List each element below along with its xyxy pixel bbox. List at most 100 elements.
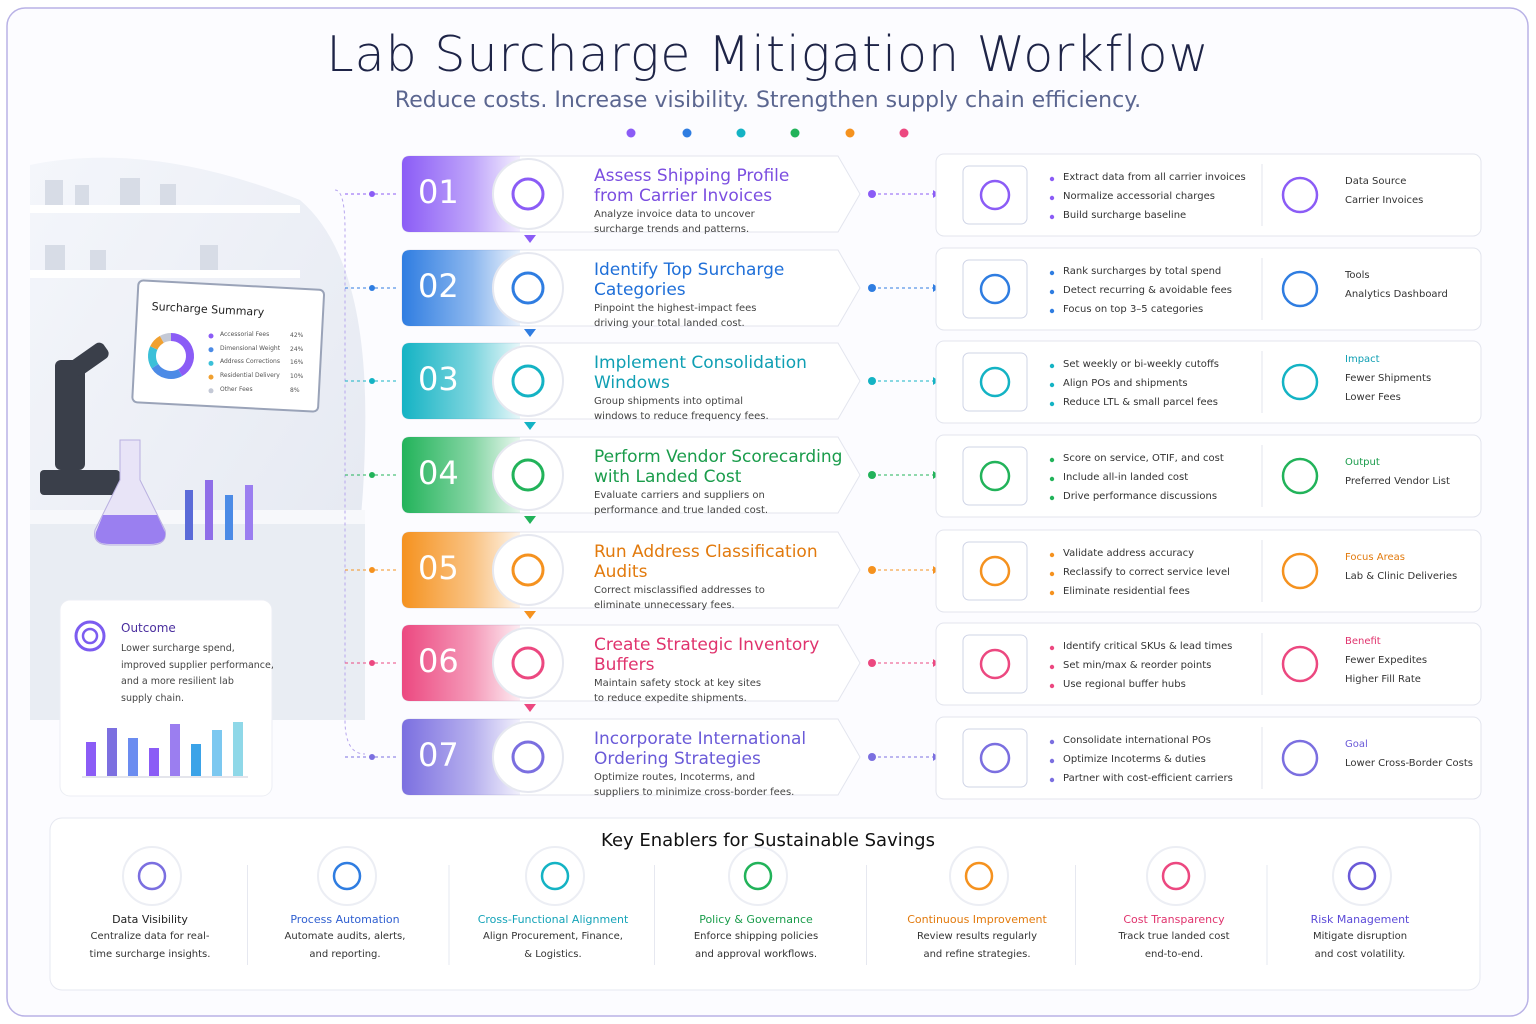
side-label: Benefit: [1345, 635, 1381, 647]
side-label: Focus Areas: [1345, 552, 1405, 563]
step-title: Create Strategic Inventory: [594, 635, 820, 655]
detail-card: [935, 622, 1482, 706]
bullet-text: Include all-in landed cost: [1063, 472, 1189, 483]
side-text: Higher Fill Rate: [1345, 673, 1421, 685]
detail-card: [935, 153, 1482, 237]
bullet-dot: [1049, 382, 1055, 388]
bullet-text: Drive performance discussions: [1063, 491, 1218, 502]
down-arrow: [524, 704, 536, 712]
bullet-text: Validate address accuracy: [1063, 548, 1195, 559]
enabler-icon: [964, 861, 994, 891]
legend-label: Address Corrections: [220, 358, 280, 366]
side-icon: [1281, 176, 1319, 214]
step-icon: [511, 740, 545, 774]
connector-dot: [868, 190, 876, 198]
enabler-description: Automate audits, alerts,: [284, 931, 406, 942]
bullet-text: Normalize accessorial charges: [1063, 191, 1215, 202]
donut-segment: [150, 335, 165, 350]
legend-dot: [208, 360, 214, 366]
enabler-icon: [1347, 861, 1377, 891]
dot: [736, 128, 746, 138]
step-description: Correct misclassified addresses to: [594, 585, 765, 596]
bullet-dot: [1049, 552, 1055, 558]
enabler-description: and refine strategies.: [923, 949, 1031, 960]
step-icon: [511, 553, 545, 587]
enabler-description: & Logistics.: [524, 949, 582, 960]
enabler-name: Process Automation: [290, 913, 400, 926]
step-title: with Landed Cost: [594, 467, 742, 487]
connector-dot: [868, 377, 876, 385]
step-icon: [511, 364, 545, 398]
detail-icon-box: [962, 728, 1028, 788]
page-subtitle: Reduce costs. Increase visibility. Stren…: [394, 88, 1142, 113]
step-description: suppliers to minimize cross-border fees.: [594, 787, 795, 798]
step-number: 06: [418, 642, 459, 680]
step-icon-circle: [492, 345, 564, 417]
connector-dot: [369, 378, 375, 384]
side-text: Lower Fees: [1345, 391, 1401, 403]
step-title: Incorporate International: [594, 729, 807, 749]
step-number-bg: [402, 156, 520, 232]
dot: [682, 128, 692, 138]
detail-icon: [979, 742, 1011, 774]
legend-dot: [208, 388, 214, 394]
step-description: Evaluate carriers and suppliers on: [594, 490, 765, 501]
step-icon-circle: [492, 252, 564, 324]
step-description: performance and true landed cost.: [594, 505, 769, 516]
page-title: Lab Surcharge Mitigation Workflow: [326, 26, 1210, 83]
bullet-text: Partner with cost-efficient carriers: [1063, 773, 1233, 784]
step-title: Buffers: [594, 655, 655, 675]
step-title: Perform Vendor Scorecarding: [594, 447, 843, 467]
detail-icon: [979, 460, 1011, 492]
enabler-icon-bg: [525, 846, 585, 906]
step-number: 02: [418, 267, 459, 305]
dot: [790, 128, 800, 138]
bullet-dot: [1049, 664, 1055, 670]
enabler-description: Centralize data for real-: [90, 931, 210, 942]
legend-value: 24%: [290, 345, 304, 353]
side-label: Impact: [1345, 353, 1380, 365]
bullet-text: Focus on top 3–5 categories: [1063, 304, 1204, 315]
detail-icon-box: [962, 541, 1028, 601]
down-arrow: [524, 329, 536, 337]
enabler-description: Mitigate disruption: [1312, 931, 1408, 942]
dot: [845, 128, 855, 138]
enabler-icon-bg: [317, 846, 377, 906]
side-icon: [1281, 645, 1319, 683]
side-text: Fewer Expedites: [1345, 654, 1428, 666]
step-description: Analyze invoice data to uncover: [594, 209, 755, 220]
outcome-text: and a more resilient lab: [121, 676, 234, 687]
connector-dot: [369, 285, 375, 291]
enabler-name: Cost Transparency: [1123, 913, 1225, 926]
connector-dot: [369, 191, 375, 197]
side-text: Fewer Shipments: [1345, 372, 1432, 384]
outcome-text: improved supplier performance,: [121, 659, 274, 671]
detail-icon-box: [962, 634, 1028, 694]
dot: [626, 128, 636, 138]
side-icon: [1281, 457, 1319, 495]
side-icon: [1281, 270, 1319, 308]
step-title: Audits: [594, 562, 648, 582]
donut-segment: [151, 363, 183, 379]
legend-label: Other Fees: [220, 385, 253, 393]
enabler-description: end-to-end.: [1144, 949, 1204, 960]
bullet-dot: [1049, 683, 1055, 689]
side-text: Lower Cross-Border Costs: [1345, 758, 1473, 769]
step-description: eliminate unnecessary fees.: [594, 600, 735, 611]
enabler-icon-bg: [1146, 846, 1206, 906]
detail-icon-box: [962, 165, 1028, 225]
enabler-icon: [137, 861, 167, 891]
down-arrow: [524, 516, 536, 524]
enabler-icon: [540, 861, 570, 891]
side-label: Tools: [1345, 270, 1370, 281]
enabler-name: Cross-Functional Alignment: [477, 913, 629, 926]
connector-dot: [868, 471, 876, 479]
bullet-dot: [1049, 739, 1055, 745]
bullet-dot: [1049, 308, 1055, 314]
step-number: 05: [418, 549, 459, 587]
bullet-text: Reduce LTL & small parcel fees: [1063, 397, 1219, 408]
step-title: Windows: [594, 373, 670, 393]
connector-dot: [868, 566, 876, 574]
detail-icon: [979, 648, 1011, 680]
enabler-description: and approval workflows.: [694, 949, 817, 960]
